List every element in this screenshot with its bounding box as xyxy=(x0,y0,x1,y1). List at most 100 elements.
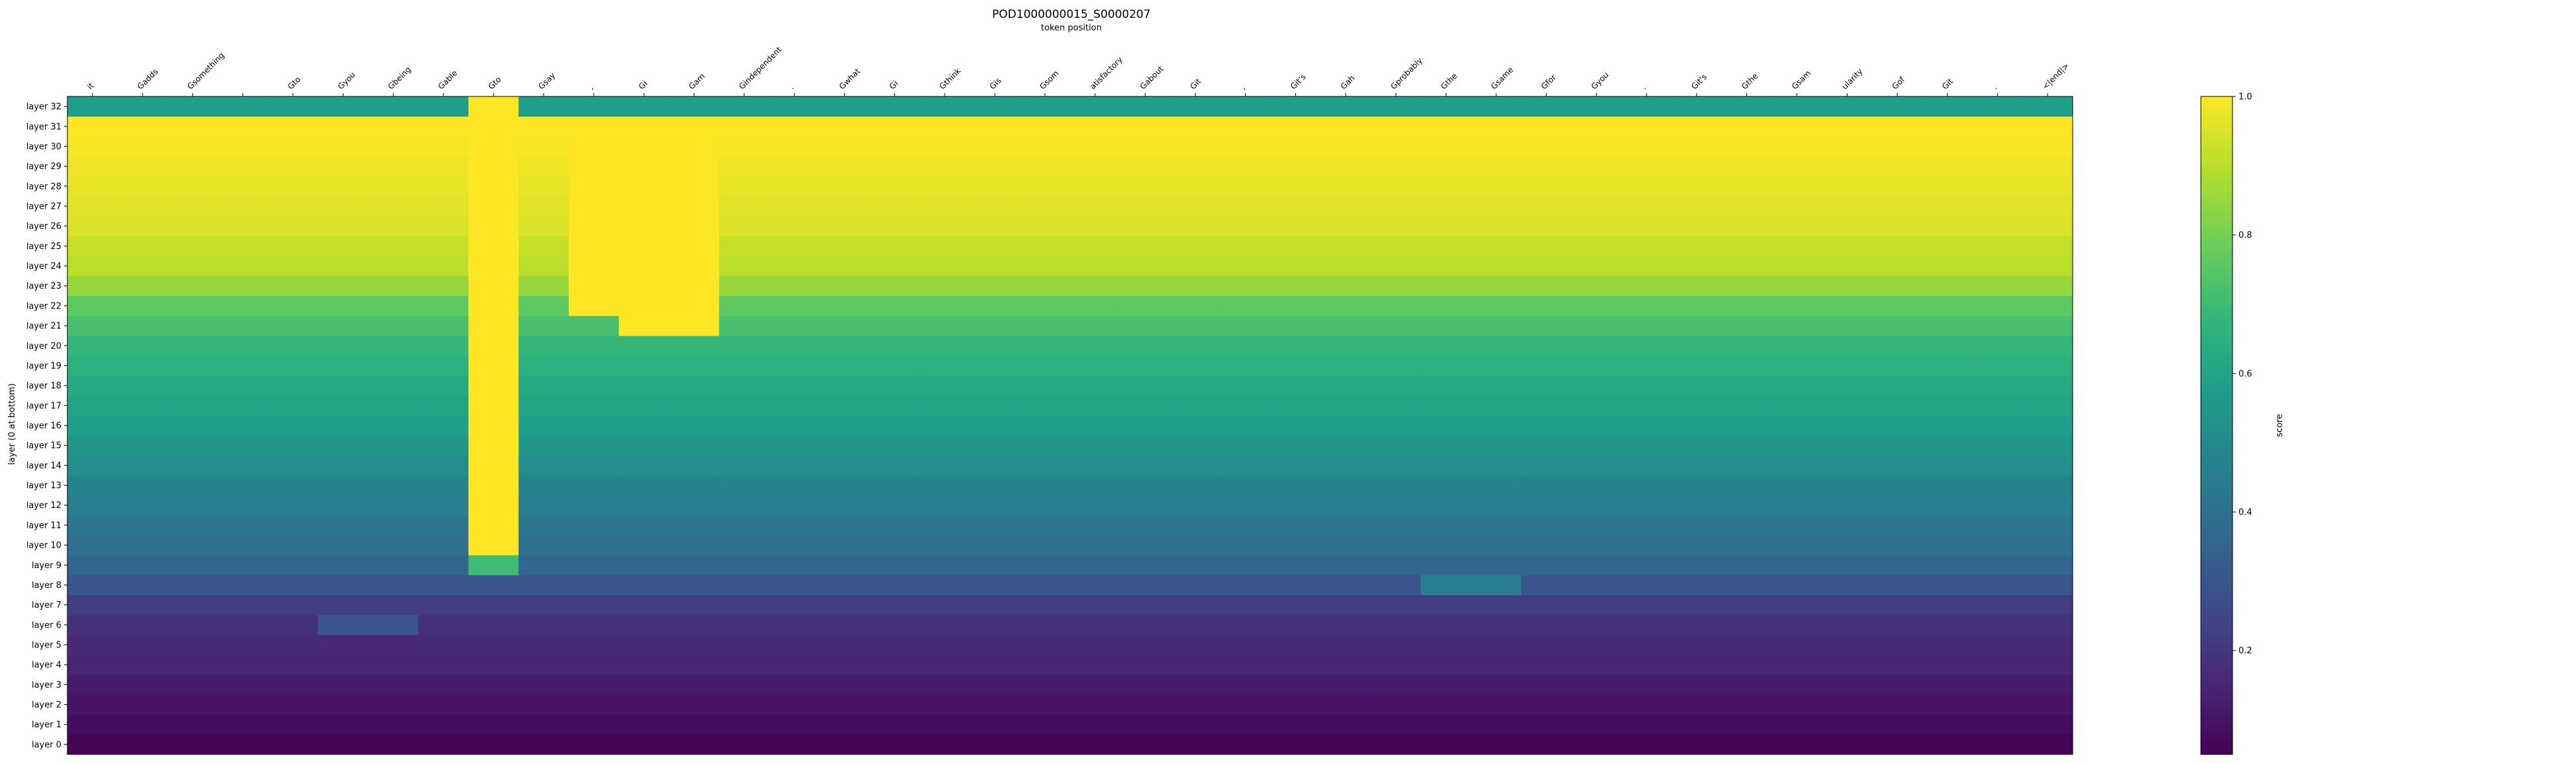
heatmap-cell xyxy=(1020,355,1071,376)
heatmap-cell xyxy=(618,316,670,336)
heatmap-cell xyxy=(1320,96,1371,117)
heatmap-cell xyxy=(668,634,720,655)
heatmap-cell xyxy=(869,256,920,277)
heatmap-cell xyxy=(117,455,168,476)
heatmap-cell xyxy=(468,674,519,695)
heatmap-cell xyxy=(468,256,519,277)
heatmap-cell xyxy=(1270,196,1321,217)
heatmap-cell xyxy=(1972,435,2023,456)
heatmap-cell xyxy=(1471,495,1522,516)
heatmap-cell xyxy=(117,495,168,516)
heatmap-cell xyxy=(1471,136,1522,157)
heatmap-cell xyxy=(819,116,870,137)
heatmap-cell xyxy=(268,655,318,675)
x-tick-label: atisfactory xyxy=(1088,55,1124,91)
heatmap-cell xyxy=(970,176,1020,197)
heatmap-cell xyxy=(368,655,419,675)
heatmap-cell xyxy=(1922,275,1973,297)
heatmap-cell xyxy=(1070,495,1121,516)
heatmap-cell xyxy=(117,96,168,117)
heatmap-cell xyxy=(1822,575,1873,595)
heatmap-cell xyxy=(1020,336,1071,356)
heatmap-cell xyxy=(519,575,569,595)
heatmap-cell xyxy=(217,575,268,595)
heatmap-cell xyxy=(217,674,268,695)
y-tick-label: layer 32 xyxy=(26,102,61,112)
x-tick-label: Gyou xyxy=(336,70,357,91)
heatmap-cell xyxy=(719,136,769,157)
heatmap-cell xyxy=(1120,236,1171,256)
heatmap-cell xyxy=(1571,395,1622,416)
heatmap-cell xyxy=(368,734,419,755)
x-tick-label: Gto xyxy=(486,75,503,91)
heatmap-cell xyxy=(1922,475,1973,496)
heatmap-cell xyxy=(1822,136,1873,157)
heatmap-cell xyxy=(117,216,168,236)
heatmap-cell xyxy=(67,495,118,516)
heatmap-cell xyxy=(117,395,168,416)
heatmap-cell xyxy=(869,694,920,715)
heatmap-cell xyxy=(919,375,970,396)
heatmap-cell xyxy=(1972,176,2023,197)
heatmap-cell xyxy=(1922,714,1973,735)
heatmap-cell xyxy=(1922,575,1973,595)
heatmap-cell xyxy=(1521,614,1572,636)
heatmap-cell xyxy=(1371,96,1421,117)
heatmap-cell xyxy=(769,256,820,277)
heatmap-cell xyxy=(368,674,419,695)
heatmap-cell xyxy=(468,336,519,356)
heatmap-cell xyxy=(1320,575,1371,595)
heatmap-cell xyxy=(1070,435,1121,456)
heatmap-cell xyxy=(719,316,769,336)
heatmap-cell xyxy=(1972,455,2023,476)
heatmap-cell xyxy=(468,116,519,137)
heatmap-cell xyxy=(618,575,670,595)
heatmap-cell xyxy=(1571,375,1622,396)
heatmap-cell xyxy=(1220,216,1271,236)
heatmap-cell xyxy=(1020,275,1071,297)
heatmap-cell xyxy=(1320,714,1371,735)
heatmap-cell xyxy=(1270,395,1321,416)
heatmap-cell xyxy=(1170,555,1221,575)
x-tick-label: Gbeing xyxy=(386,65,413,91)
heatmap-cell xyxy=(1170,96,1221,117)
heatmap-cell xyxy=(1471,475,1522,496)
heatmap-cell xyxy=(217,216,268,236)
heatmap-cell xyxy=(1421,275,1472,297)
heatmap-cell xyxy=(1320,256,1371,277)
heatmap-cell xyxy=(1270,96,1321,117)
heatmap-cell xyxy=(1922,96,1973,117)
heatmap-cell xyxy=(117,734,168,755)
heatmap-cell xyxy=(819,614,870,636)
heatmap-cell xyxy=(970,655,1020,675)
heatmap-cell xyxy=(1721,156,1772,177)
heatmap-cell xyxy=(970,96,1020,117)
heatmap-cell xyxy=(719,375,769,396)
heatmap-cell xyxy=(618,156,670,177)
heatmap-cell xyxy=(418,216,469,236)
heatmap-cell xyxy=(519,714,569,735)
heatmap-cell xyxy=(1721,614,1772,636)
heatmap-cell xyxy=(2022,714,2073,735)
heatmap-cell xyxy=(468,634,519,655)
heatmap-cell xyxy=(970,375,1020,396)
heatmap-cell xyxy=(1270,595,1321,616)
heatmap-cell xyxy=(668,136,720,157)
heatmap-cell xyxy=(1621,116,1672,137)
heatmap-cell xyxy=(318,275,369,297)
x-tick-label: Gsom xyxy=(1038,69,1060,91)
heatmap-cell xyxy=(719,295,769,316)
heatmap-cell xyxy=(1521,595,1572,616)
heatmap-cell xyxy=(1972,614,2023,636)
heatmap-cell xyxy=(1270,236,1321,256)
heatmap-cell xyxy=(2022,655,2073,675)
heatmap-cell xyxy=(1371,495,1421,516)
heatmap-cell xyxy=(1621,455,1672,476)
heatmap-cell xyxy=(769,96,820,117)
heatmap-cell xyxy=(1822,455,1873,476)
heatmap-cell xyxy=(418,435,469,456)
heatmap-cell xyxy=(519,256,569,277)
heatmap-cell xyxy=(1571,575,1622,595)
y-tick-label: layer 1 xyxy=(32,720,61,730)
heatmap-cell xyxy=(1220,375,1271,396)
